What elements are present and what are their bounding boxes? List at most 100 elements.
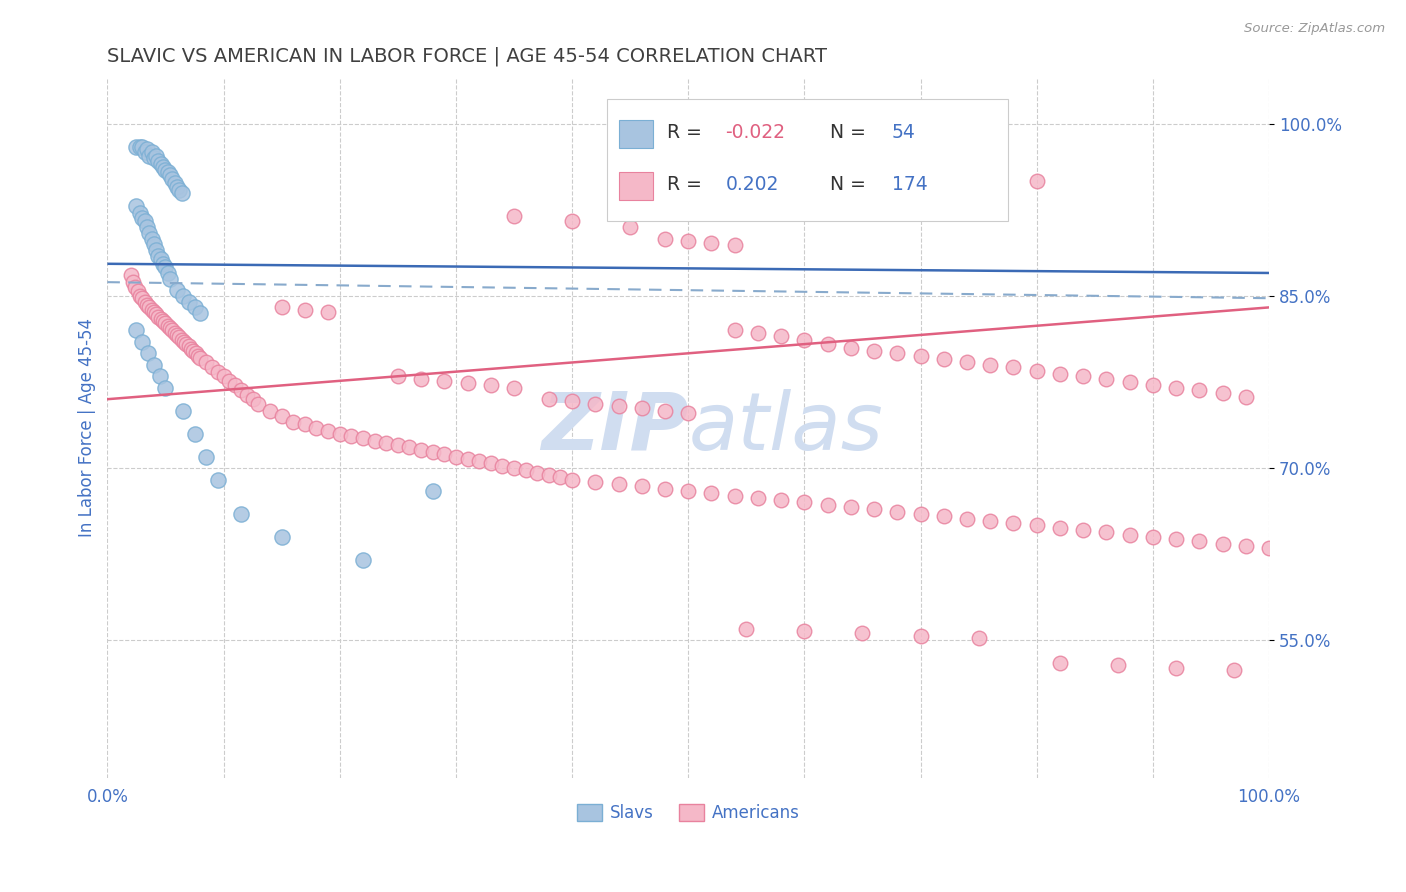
Point [724,489,747,503]
Point [207,473,229,487]
Point [163,326,186,340]
Point [676,406,699,420]
Point [131,140,153,154]
Bar [619,172,654,201]
Point [329,426,352,441]
Point [242,392,264,407]
Point [352,553,374,567]
Point [433,447,456,461]
Point [136,346,159,360]
Point [503,381,526,395]
Point [1049,656,1071,670]
Point [770,493,793,508]
Point [148,249,170,263]
Point [172,403,194,417]
Point [932,352,955,367]
Point [138,226,160,240]
Point [363,434,385,448]
Point [229,383,252,397]
Point [700,486,723,500]
Point [155,162,177,177]
Point [148,310,170,324]
Text: 54: 54 [891,123,915,142]
Point [537,467,560,482]
Point [172,289,194,303]
Point [979,514,1001,528]
Point [583,397,606,411]
Point [138,301,160,315]
Point [294,302,316,317]
Text: N =: N = [830,176,872,194]
Point [125,140,148,154]
Point [479,457,502,471]
Point [177,294,200,309]
Point [457,376,479,391]
Text: SLAVIC VS AMERICAN IN LABOR FORCE | AGE 45-54 CORRELATION CHART: SLAVIC VS AMERICAN IN LABOR FORCE | AGE … [107,46,827,66]
Point [141,145,163,160]
Point [1095,371,1118,385]
Point [793,495,815,509]
Point [270,301,292,315]
Point [1025,518,1047,533]
Point [503,461,526,475]
Point [793,624,815,638]
Point [135,142,157,156]
Point [1212,537,1234,551]
Point [188,351,211,365]
Point [134,294,156,309]
Point [956,511,979,525]
Point [152,314,174,328]
Point [444,450,467,464]
Point [979,358,1001,372]
Point [155,381,177,395]
Point [224,378,246,392]
Point [457,451,479,466]
Point [886,505,908,519]
Text: 174: 174 [891,176,928,194]
Point [561,214,583,228]
Point [212,369,235,384]
Point [145,307,167,321]
Point [142,237,165,252]
Point [183,344,205,359]
Point [134,214,156,228]
Point [1118,527,1140,541]
Point [148,153,170,168]
Point [1118,375,1140,389]
Point [305,421,328,435]
Point [1212,386,1234,401]
Point [1258,541,1281,556]
Point [1107,658,1129,673]
Point [1166,532,1188,546]
Point [259,403,281,417]
Point [1142,378,1164,392]
Point [142,151,165,165]
Point [134,145,156,160]
Point [932,509,955,524]
Point [747,491,769,505]
Point [131,334,153,349]
Point [138,149,160,163]
Point [195,355,218,369]
Point [156,165,179,179]
Point [149,369,172,384]
Point [184,346,207,360]
Point [163,177,186,191]
Point [676,234,699,248]
Point [422,483,444,498]
Point [422,445,444,459]
Point [1234,390,1257,404]
Point [1049,367,1071,381]
Point [270,530,292,544]
Point [770,329,793,343]
Point [155,317,177,331]
Point [630,401,652,416]
Point [409,442,432,457]
Point [131,291,153,305]
FancyBboxPatch shape [607,99,1008,221]
Point [316,305,339,319]
Point [183,301,205,315]
Point [526,466,548,480]
Point [409,371,432,385]
Point [155,260,177,275]
